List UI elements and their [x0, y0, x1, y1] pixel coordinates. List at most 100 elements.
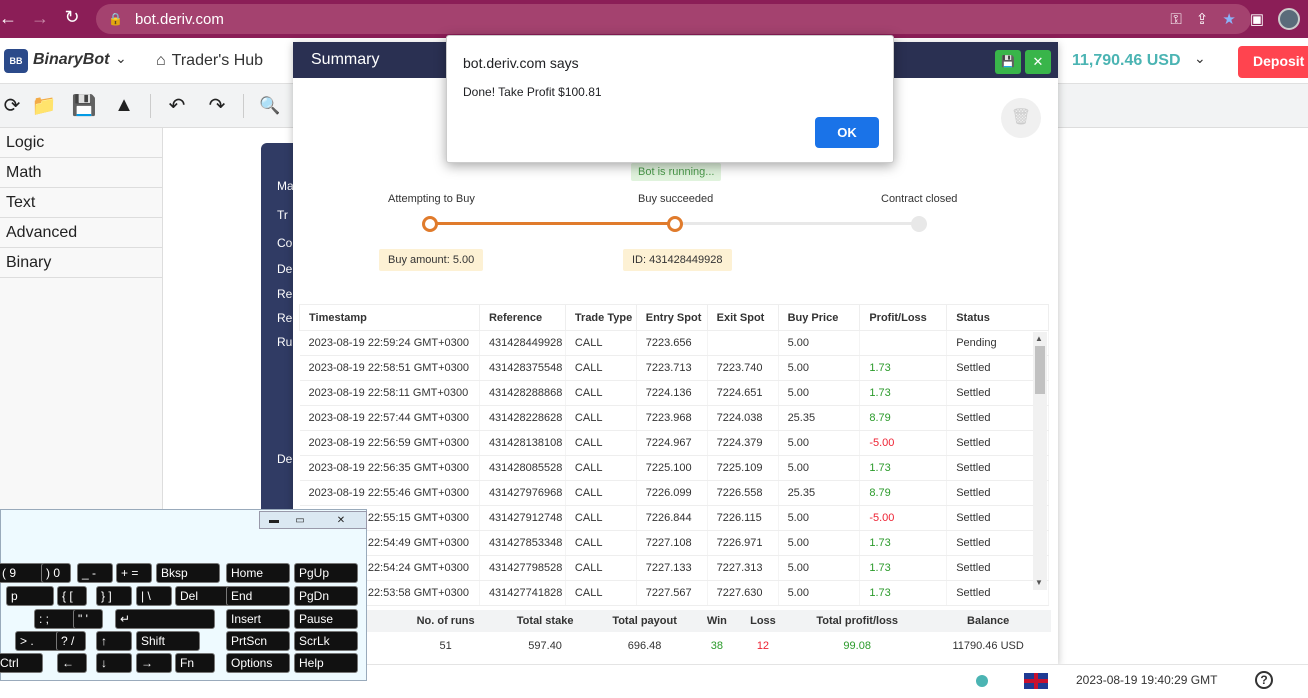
stats-value: 597.40 [528, 640, 562, 652]
keyboard-key[interactable]: PrtScn [226, 631, 290, 651]
table-cell: 7227.313 [707, 555, 779, 581]
table-cell: 7224.136 [636, 380, 708, 406]
keyboard-key[interactable]: ScrLk [294, 631, 358, 651]
bot-status-badge: Bot is running... [631, 163, 722, 181]
keyboard-key[interactable]: ? / [56, 631, 86, 651]
keyboard-key[interactable]: _ - [77, 563, 113, 583]
keyboard-key[interactable]: ) 0 [41, 563, 71, 583]
minimize-icon[interactable]: ▬ [269, 515, 279, 526]
keyboard-key[interactable]: } ] [96, 586, 132, 606]
column-header: Reference [478, 304, 566, 331]
table-cell: 7224.967 [636, 430, 708, 456]
column-header: Entry Spot [635, 304, 708, 331]
keyboard-key[interactable]: Help [294, 653, 358, 673]
save-icon[interactable]: 💾 [71, 95, 97, 117]
column-header: Timestamp [299, 304, 480, 331]
table-cell: 1.73 [859, 530, 948, 556]
category-advanced[interactable]: Advanced [0, 218, 162, 248]
trash-icon[interactable]: 🗑 [1001, 98, 1041, 138]
category-text[interactable]: Text [0, 188, 162, 218]
keyboard-key[interactable]: Shift [136, 631, 200, 651]
keyboard-key[interactable]: ↓ [96, 653, 132, 673]
table-cell: 5.00 [778, 430, 861, 456]
keyboard-key[interactable]: ← [57, 653, 87, 673]
ok-button[interactable]: OK [815, 117, 879, 148]
keyboard-key[interactable]: → [136, 653, 172, 673]
keyboard-key[interactable]: Ctrl [0, 653, 43, 673]
step-dot-pending [911, 216, 927, 232]
keyboard-key[interactable]: Options [226, 653, 290, 673]
scroll-up-icon[interactable]: ▲ [1035, 334, 1043, 343]
forward-icon[interactable]: → [31, 8, 49, 28]
keyboard-key[interactable]: p [6, 586, 54, 606]
uk-flag-icon[interactable] [1024, 673, 1048, 689]
keyboard-key[interactable]: ( 9 [0, 563, 45, 583]
keyboard-key[interactable]: Home [226, 563, 290, 583]
scroll-down-icon[interactable]: ▼ [1035, 578, 1043, 587]
profile-avatar[interactable] [1278, 8, 1300, 30]
keyboard-key[interactable]: Fn [175, 653, 215, 673]
undo-icon[interactable]: ↶ [168, 95, 186, 117]
address-bar[interactable]: 🔒 bot.deriv.com [96, 4, 1251, 34]
progress-track-done [430, 222, 675, 225]
close-icon[interactable]: ✕ [336, 515, 346, 526]
keyboard-key[interactable]: End [226, 586, 290, 606]
keyboard-key[interactable]: { [ [57, 586, 87, 606]
table-scrollbar[interactable]: ▲ ▼ [1033, 332, 1047, 590]
keyboard-key[interactable]: + = [116, 563, 152, 583]
table-cell: 431427912748 [479, 505, 566, 531]
table-cell: 2023-08-19 22:58:11 GMT+0300 [299, 380, 480, 406]
category-binary[interactable]: Binary [0, 248, 162, 278]
table-row: 2023-08-19 22:54:24 GMT+0300 431427798528… [299, 555, 1049, 581]
category-math[interactable]: Math [0, 158, 162, 188]
back-icon[interactable]: ← [0, 8, 17, 28]
google-drive-icon[interactable]: ▲ [114, 94, 134, 116]
chevron-down-icon[interactable]: ⌄ [115, 50, 127, 66]
side-panel-icon[interactable]: ▣ [1249, 11, 1264, 28]
app-name[interactable]: BinaryBot [33, 51, 110, 68]
keyboard-key[interactable]: PgDn [294, 586, 358, 606]
account-balance[interactable]: 11,790.46 USD [1072, 52, 1181, 69]
keyboard-key[interactable]: ↵ [115, 609, 215, 629]
bookmark-star-icon[interactable]: ★ [1222, 11, 1236, 28]
stats-column-header: Win [696, 610, 737, 632]
keyboard-key[interactable]: PgUp [294, 563, 358, 583]
keyboard-key[interactable]: Pause [294, 609, 358, 629]
scroll-thumb[interactable] [1035, 346, 1045, 394]
stats-value: 51 [439, 640, 452, 652]
lock-icon[interactable]: 🔒 [108, 12, 123, 26]
redo-icon[interactable]: ↷ [208, 95, 226, 117]
help-icon[interactable]: ? [1255, 671, 1273, 689]
table-cell: 5.00 [778, 355, 861, 381]
table-cell: Settled [946, 505, 1049, 531]
keyboard-key[interactable]: Insert [226, 609, 290, 629]
zoom-in-icon[interactable]: 🔍 [259, 95, 281, 115]
stats-value: 11790.46 USD [952, 640, 1024, 652]
reset-icon[interactable]: ⟳ [3, 95, 21, 117]
close-summary-button[interactable]: ✕ [1025, 50, 1051, 74]
table-cell: 7223.656 [636, 330, 708, 356]
keyboard-key[interactable]: | \ [136, 586, 172, 606]
table-cell: 431427853348 [479, 530, 566, 556]
table-cell: 1.73 [859, 555, 948, 581]
keyboard-titlebar[interactable]: ▬ ▭ ✕ [259, 511, 367, 529]
restore-icon[interactable]: ▭ [295, 515, 305, 526]
key-icon[interactable]: ⚿ [1170, 10, 1182, 28]
table-cell: Settled [946, 405, 1049, 431]
keyboard-key[interactable]: ↑ [96, 631, 132, 651]
table-row: 2023-08-19 22:55:46 GMT+0300 431427976968… [299, 480, 1049, 506]
keyboard-key[interactable]: Bksp [156, 563, 220, 583]
deposit-button[interactable]: Deposit [1238, 46, 1308, 78]
table-cell: 1.73 [859, 355, 948, 381]
table-cell: Settled [946, 455, 1049, 481]
traders-hub-link[interactable]: ⌂ Trader's Hub [156, 52, 263, 70]
share-icon[interactable]: ⇪ [1195, 11, 1209, 28]
keyboard-key[interactable]: " ' [73, 609, 103, 629]
category-logic[interactable]: Logic [0, 128, 162, 158]
summary-title: Summary [311, 51, 380, 68]
save-summary-button[interactable]: 💾 [995, 50, 1021, 74]
open-folder-icon[interactable]: 📁 [31, 95, 57, 117]
reload-icon[interactable]: ↻ [64, 7, 80, 27]
chevron-down-icon[interactable]: ⌄ [1194, 50, 1206, 66]
